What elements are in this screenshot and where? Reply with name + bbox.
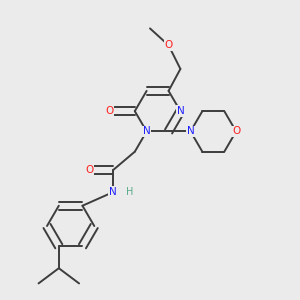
Text: N: N [176,106,184,116]
Text: N: N [187,126,194,136]
Text: N: N [143,126,151,136]
Text: O: O [85,165,93,175]
Text: O: O [164,40,173,50]
Text: O: O [232,126,240,136]
Text: N: N [109,187,117,197]
Text: H: H [126,187,134,197]
Text: O: O [105,106,114,116]
